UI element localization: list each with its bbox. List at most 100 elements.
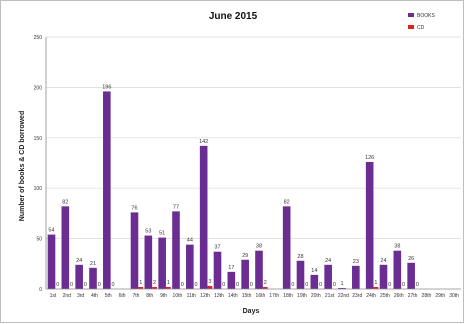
x-tick-label: 2nd xyxy=(63,293,72,299)
bar-books xyxy=(158,237,166,289)
data-label-books: 77 xyxy=(173,204,179,210)
bar-books xyxy=(144,235,153,289)
x-tick-label: 18th xyxy=(283,293,293,299)
data-label-cd: 0 xyxy=(388,282,391,288)
bar-books xyxy=(255,250,263,289)
x-tick-label: 27th xyxy=(408,293,418,299)
gridlines xyxy=(46,36,461,239)
bars xyxy=(47,91,415,289)
x-tick-label: 26th xyxy=(394,293,404,299)
bar-cd xyxy=(165,287,171,289)
data-label-cd: 2 xyxy=(153,280,156,286)
data-label-cd: 1 xyxy=(374,280,377,286)
data-label-books: 24 xyxy=(325,258,331,264)
data-label-books: 38 xyxy=(256,244,262,250)
data-label-cd: 0 xyxy=(333,282,336,288)
x-tick-label: 5th xyxy=(105,293,112,299)
chart-title: June 2015 xyxy=(209,11,258,22)
bar-books xyxy=(213,251,222,289)
legend-swatch-books xyxy=(408,13,414,17)
bar-cd xyxy=(207,285,213,289)
data-label-books: 54 xyxy=(48,228,54,234)
data-label-books: 29 xyxy=(242,253,248,259)
legend-label-books: BOOKS xyxy=(417,13,435,19)
data-label-cd: 0 xyxy=(319,282,322,288)
legend-swatch-cd xyxy=(408,25,414,29)
bar-books xyxy=(365,161,374,289)
data-label-cd: 0 xyxy=(416,282,419,288)
data-label-cd: 0 xyxy=(195,282,198,288)
y-axis-title: Number of books & CD borrowed xyxy=(19,111,26,221)
data-label-books: 53 xyxy=(145,229,151,235)
data-label-cd: 1 xyxy=(139,280,142,286)
data-label-cd: 0 xyxy=(291,282,294,288)
x-tick-label: 28th xyxy=(422,293,432,299)
data-label-books: 76 xyxy=(131,205,137,211)
x-tick-label: 4th xyxy=(91,293,98,299)
bar-cd xyxy=(152,286,157,289)
x-tick-label: 22nd xyxy=(338,293,349,299)
bar-books xyxy=(282,206,291,289)
legend: BOOKS CD xyxy=(408,13,435,31)
data-label-cd: 0 xyxy=(250,282,253,288)
x-tick-label: 30th xyxy=(449,293,459,299)
y-axis-ticks: 0 50 100 150 200 250 xyxy=(34,35,43,293)
x-tick-label: 13th xyxy=(214,293,224,299)
data-label-cd: 0 xyxy=(402,282,405,288)
data-label-cd: 0 xyxy=(236,282,239,288)
data-label-cd: 0 xyxy=(305,282,308,288)
x-tick-label: 7th xyxy=(132,293,139,299)
data-label-cd: 0 xyxy=(84,282,87,288)
data-label-books: 28 xyxy=(297,254,303,260)
data-label-books: 82 xyxy=(284,199,290,205)
data-label-cd: 3 xyxy=(208,279,211,285)
y-tick-label: 50 xyxy=(36,237,42,243)
data-label-books: 51 xyxy=(159,231,165,237)
x-tick-label: 24th xyxy=(366,293,376,299)
bar-books xyxy=(407,262,415,289)
x-tick-label: 6th xyxy=(119,293,126,299)
data-label-books: 23 xyxy=(353,259,359,265)
data-label-books: 126 xyxy=(365,155,374,161)
x-tick-label: 9th xyxy=(160,293,167,299)
x-tick-label: 8th xyxy=(146,293,153,299)
bar-cd xyxy=(262,286,268,289)
data-label-books: 24 xyxy=(76,258,82,264)
bar-books xyxy=(241,259,249,289)
bar-books xyxy=(103,91,111,289)
x-tick-label: 14th xyxy=(228,293,238,299)
x-tick-label: 15th xyxy=(242,293,252,299)
data-label-cd: 0 xyxy=(181,282,184,288)
bar-books xyxy=(324,264,332,289)
bar-books xyxy=(393,250,402,289)
data-label-cd: 0 xyxy=(56,282,59,288)
bar-books xyxy=(130,212,139,289)
bar-books xyxy=(186,244,194,289)
y-tick-label: 0 xyxy=(39,287,42,293)
data-label-books: 142 xyxy=(199,139,208,145)
bar-books xyxy=(338,287,346,289)
x-tick-label: 16th xyxy=(256,293,266,299)
data-label-books: 21 xyxy=(90,261,96,267)
x-axis-ticks: 1st 2nd 3rd 4th 5th 6th 7th 8th 9th 10th 11th 12th 1… xyxy=(50,293,460,299)
data-label-cd: 0 xyxy=(98,282,101,288)
data-label-cd: 0 xyxy=(112,282,115,288)
bar-books xyxy=(379,264,388,289)
x-tick-label: 3rd xyxy=(77,293,84,299)
data-label-cd: 1 xyxy=(167,280,170,286)
data-label-books: 44 xyxy=(187,238,193,244)
data-label-books: 38 xyxy=(394,244,400,250)
data-label-books: 196 xyxy=(102,84,111,90)
x-tick-label: 19th xyxy=(297,293,307,299)
data-label-books: 1 xyxy=(340,281,343,287)
bar-books xyxy=(227,271,236,289)
data-label-cd: 0 xyxy=(222,282,225,288)
y-tick-label: 200 xyxy=(34,85,43,91)
data-label-books: 14 xyxy=(311,268,317,274)
bar-books xyxy=(89,267,97,289)
x-tick-label: 23rd xyxy=(352,293,362,299)
bar-books xyxy=(352,265,360,289)
